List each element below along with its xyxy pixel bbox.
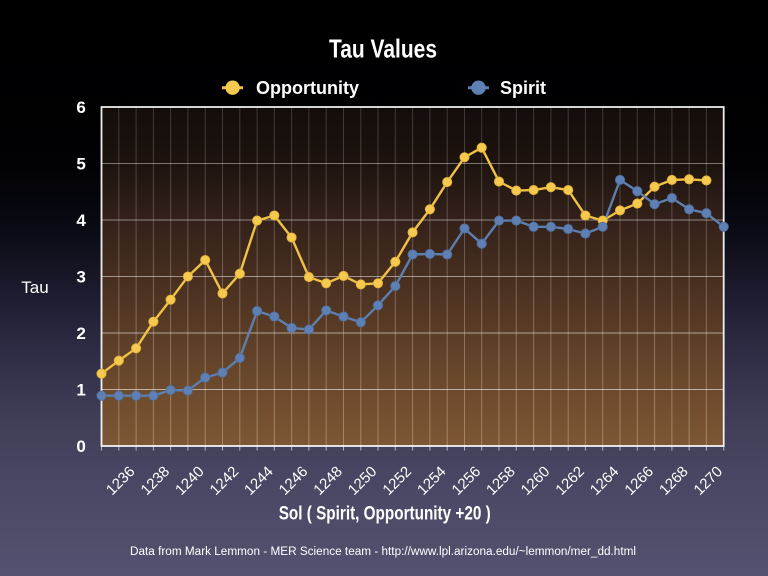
svg-text:1262: 1262 xyxy=(552,463,588,499)
svg-text:4: 4 xyxy=(76,211,86,230)
svg-text:5: 5 xyxy=(76,155,85,174)
svg-text:1260: 1260 xyxy=(518,463,554,499)
svg-text:1236: 1236 xyxy=(103,463,139,499)
svg-text:1268: 1268 xyxy=(656,463,692,499)
svg-text:1248: 1248 xyxy=(310,463,346,499)
svg-text:Tau: Tau xyxy=(21,278,48,297)
svg-text:1: 1 xyxy=(76,381,85,400)
svg-text:1254: 1254 xyxy=(414,463,450,499)
svg-text:Sol ( Spirit, Opportunity +20: Sol ( Spirit, Opportunity +20 ) xyxy=(279,504,491,525)
svg-text:1252: 1252 xyxy=(379,463,415,499)
svg-text:1256: 1256 xyxy=(449,463,485,499)
svg-text:6: 6 xyxy=(76,98,85,117)
svg-text:1240: 1240 xyxy=(172,463,208,499)
svg-text:1266: 1266 xyxy=(621,463,657,499)
svg-text:3: 3 xyxy=(76,268,85,287)
svg-text:1270: 1270 xyxy=(690,463,726,499)
svg-text:Tau Values: Tau Values xyxy=(329,34,437,64)
svg-text:Spirit: Spirit xyxy=(500,78,546,98)
svg-text:1242: 1242 xyxy=(207,463,243,499)
svg-text:1258: 1258 xyxy=(483,463,519,499)
svg-text:1244: 1244 xyxy=(241,463,277,499)
svg-text:1264: 1264 xyxy=(587,463,623,499)
svg-text:0: 0 xyxy=(76,437,85,456)
svg-text:1250: 1250 xyxy=(345,463,381,499)
svg-text:1238: 1238 xyxy=(137,463,173,499)
svg-text:2: 2 xyxy=(76,324,85,343)
svg-text:Opportunity: Opportunity xyxy=(256,78,359,98)
svg-text:Data from Mark Lemmon - MER Sc: Data from Mark Lemmon - MER Science team… xyxy=(130,546,636,558)
svg-text:1246: 1246 xyxy=(276,463,312,499)
